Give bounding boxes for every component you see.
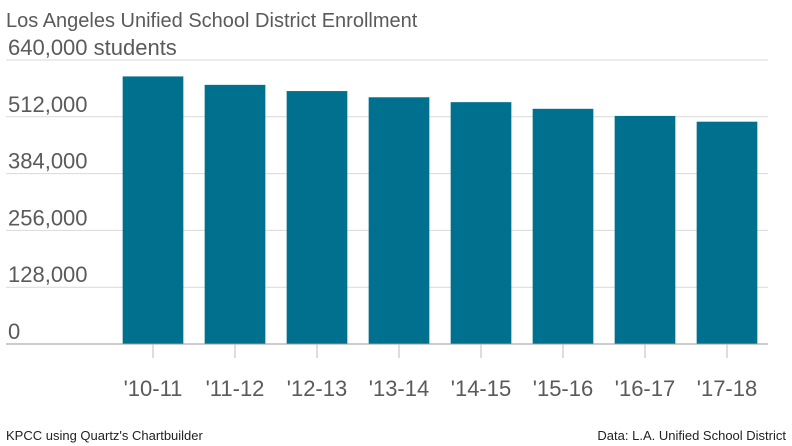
bar — [368, 97, 430, 345]
bar — [122, 76, 184, 344]
bar — [204, 84, 266, 344]
x-tick-label: '14-15 — [451, 376, 511, 401]
x-tick-label: '15-16 — [533, 376, 593, 401]
footer-source: Data: L.A. Unified School District — [597, 428, 786, 443]
x-tick-label: '16-17 — [615, 376, 675, 401]
x-tick-label: '10-11 — [124, 376, 183, 401]
bar — [614, 115, 676, 344]
x-tick-label: '13-14 — [369, 376, 429, 401]
y-tick-label: 512,000 — [8, 92, 88, 117]
bar — [450, 102, 512, 344]
x-tick-label: '11-12 — [206, 376, 265, 401]
bars — [122, 76, 758, 345]
y-axis-tick-labels: 0 128,000 256,000 384,000 512,000 640,000 stu… — [8, 35, 177, 344]
x-tick-label: '17-18 — [697, 376, 757, 401]
y-tick-label: 0 — [8, 319, 20, 344]
bar — [286, 91, 348, 344]
x-axis: '10-11 '11-12 '12-13 '13-14 '14-15 '15-16 '16-… — [6, 343, 768, 401]
bar — [696, 121, 758, 345]
y-tick-label: 384,000 — [8, 149, 88, 174]
x-tick-label: '12-13 — [287, 376, 347, 401]
footer-credit: KPCC using Quartz's Chartbuilder — [6, 428, 204, 443]
y-tick-label: 128,000 — [8, 262, 88, 287]
y-tick-label: 256,000 — [8, 205, 88, 230]
y-tick-label: 640,000 students — [8, 35, 177, 60]
chart-title: Los Angeles Unified School District Enro… — [6, 10, 418, 32]
bar — [532, 108, 594, 344]
